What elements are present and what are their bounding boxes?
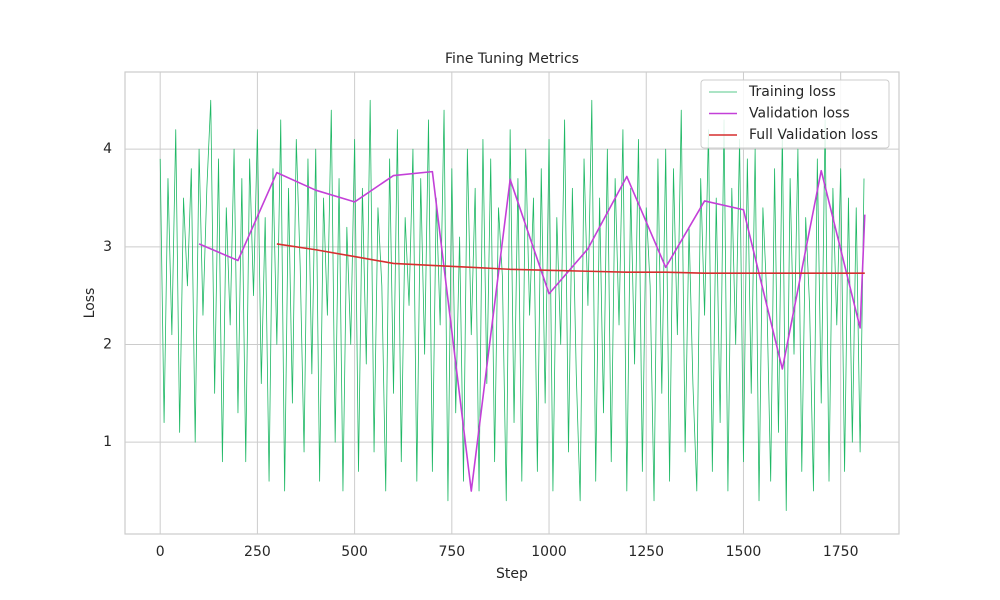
series-line [276,243,865,275]
x-tick-label: 1500 [726,544,762,560]
x-tick-label: 1000 [531,544,567,560]
y-axis-label: Loss [82,288,98,319]
y-tick-label: 3 [103,239,112,255]
y-tick-label: 1 [103,434,112,450]
series-line [159,99,865,511]
x-tick-label: 500 [341,544,368,560]
legend-label: Training loss [748,84,836,100]
plot-area [159,99,866,511]
y-tick-label: 4 [103,141,112,157]
y-tick-label: 2 [103,337,112,353]
x-tick-label: 1750 [823,544,859,560]
x-tick-label: 750 [438,544,465,560]
chart-title: Fine Tuning Metrics [445,51,579,67]
legend-box [700,79,890,149]
legend-label: Full Validation loss [749,127,878,143]
x-tick-label: 1250 [628,544,664,560]
x-tick-label: 250 [244,544,271,560]
series-line [198,169,866,492]
x-axis-label: Step [496,566,528,582]
axes-frame [124,71,900,535]
legend: Training loss Validation loss Full Validat… [700,79,890,149]
legend-label: Validation loss [749,106,850,122]
x-tick-label: 0 [156,544,165,560]
